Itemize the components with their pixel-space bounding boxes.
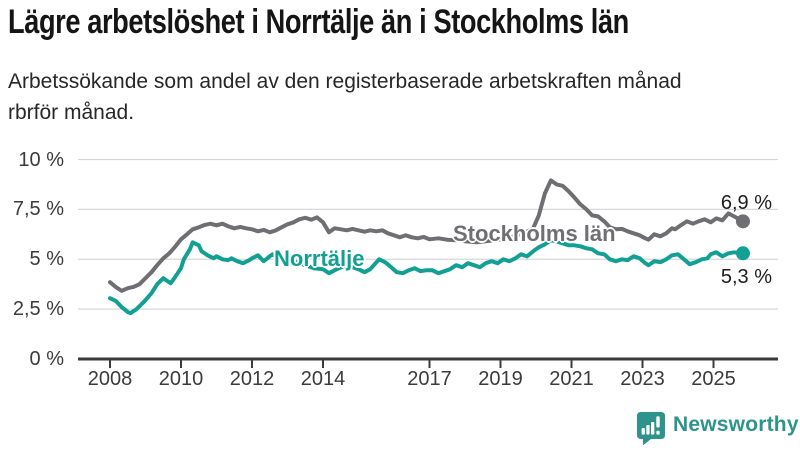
x-tick-label: 2017 <box>407 368 452 390</box>
y-tick-label: 2,5 % <box>12 298 64 321</box>
series-lines <box>108 178 750 316</box>
y-tick-label: 10 % <box>18 148 64 171</box>
series-end-dot-norrt-lje <box>735 246 750 261</box>
x-tick-label: 2023 <box>620 368 665 390</box>
end-value-label-norrtalje: 5,3 % <box>720 266 772 288</box>
page-title: Lägre arbetslöshet i Norrtälje än i Stoc… <box>8 3 629 41</box>
x-tick-label: 2012 <box>229 368 275 390</box>
series-line-norrt-lje <box>108 238 745 316</box>
end-value-label-stockholms-lan: 6,9 % <box>720 192 772 214</box>
y-tick-label: 7,5 % <box>12 198 64 221</box>
x-tick-label: 2019 <box>478 368 523 390</box>
x-tick-label: 2025 <box>691 368 736 390</box>
series-label-norrtalje: Norrtälje <box>274 246 365 271</box>
x-tick-label: 2010 <box>158 368 204 390</box>
newsworthy-logo-text: Newsworthy <box>673 412 799 436</box>
y-tick-label: 5 % <box>29 248 64 271</box>
x-tick-label: 2021 <box>549 368 594 390</box>
bar-chart-speech-bubble-icon <box>637 412 665 446</box>
series-line-stockholms-l-n <box>108 178 745 293</box>
x-tick-label: 2008 <box>87 368 133 390</box>
newsworthy-logo-link[interactable]: Newsworthy <box>636 411 799 446</box>
chart-subtitle: Arbetssökande som andel av den registerb… <box>8 70 682 124</box>
subtitle-line-2: för månad. <box>33 101 135 124</box>
x-tick-label: 2014 <box>300 368 346 390</box>
series-label-stockholms-lan: Stockholms län <box>453 221 616 246</box>
x-axis <box>78 357 778 368</box>
y-tick-label: 0 % <box>29 348 64 370</box>
series-end-dot-stockholms-l-n <box>735 214 750 229</box>
gridlines <box>78 158 778 310</box>
subtitle-line-1: Arbetssökande som andel av den registerb… <box>8 70 682 93</box>
